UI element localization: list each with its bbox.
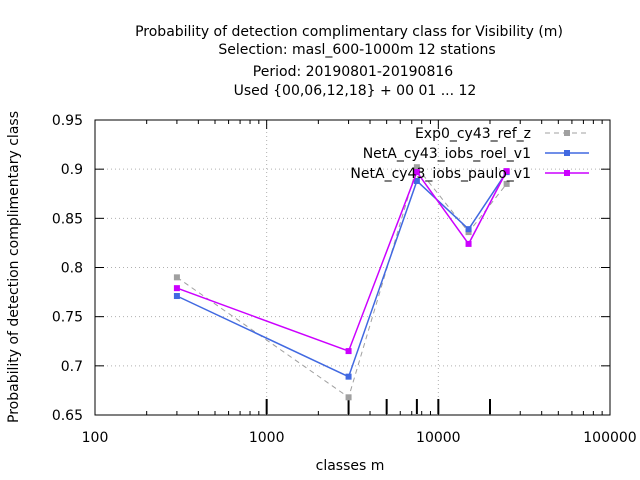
plot-frame (94, 119, 611, 416)
chart-title-line-4: Used {00,06,12,18} + 00 01 ... 12 (234, 83, 477, 99)
y-tick-label: 0.7 (61, 359, 83, 375)
data-point (465, 226, 472, 233)
y-tick-label: 0.95 (52, 113, 83, 129)
data-point (345, 394, 352, 401)
data-point (413, 169, 420, 176)
x-axis-label: classes m (316, 458, 385, 474)
legend-swatch-marker (564, 170, 570, 176)
legend-swatch-marker (564, 130, 570, 136)
data-point (503, 168, 510, 175)
x-tick-label: 100 (82, 430, 109, 446)
y-axis-label: Probability of detection complimentary c… (6, 111, 22, 423)
y-tick-label: 0.65 (52, 408, 83, 424)
y-tick-label: 0.85 (52, 211, 83, 227)
x-tick-label: 1000 (249, 430, 285, 446)
y-tick-label: 0.75 (52, 310, 83, 326)
data-point (173, 274, 180, 281)
series-layer (173, 164, 510, 401)
data-point (413, 164, 420, 171)
y-axis-ticks: 0.65 0.7 0.75 0.8 0.85 0.9 0.95 (52, 113, 610, 424)
data-point (465, 240, 472, 247)
series-line (176, 171, 508, 378)
x-axis-ticks: 100 1000 10000 100000 (82, 120, 637, 446)
x-tick-label: 10000 (416, 430, 461, 446)
series-line (176, 166, 507, 399)
y-tick-label: 0.9 (61, 162, 83, 178)
legend-label: NetA_cy43_iobs_paulo_v1 (350, 166, 531, 182)
data-point (173, 285, 180, 292)
chart-title-line-1: Probability of detection complimentary c… (135, 24, 563, 40)
legend: Exp0_cy43_ref_z NetA_cy43_iobs_roel_v1 Net… (350, 126, 589, 182)
legend-label: Exp0_cy43_ref_z (415, 126, 531, 142)
x-tick-label: 100000 (583, 430, 636, 446)
legend-label: NetA_cy43_iobs_roel_v1 (363, 146, 531, 162)
series-3 (173, 168, 510, 355)
data-point (345, 348, 352, 355)
chart-title-block: Probability of detection complimentary c… (135, 24, 563, 99)
series-line (176, 170, 508, 353)
legend-swatch-marker (564, 150, 570, 156)
chart-title-line-3: Period: 20190801-20190816 (253, 64, 453, 80)
series-1 (173, 164, 510, 401)
grid (95, 120, 610, 415)
chart-title-line-2: Selection: masl_600-1000m 12 stations (218, 42, 495, 58)
y-tick-label: 0.8 (61, 261, 83, 277)
data-point (173, 293, 180, 300)
data-point (413, 177, 420, 184)
data-point (345, 373, 352, 380)
data-point (503, 180, 510, 187)
class-markers (265, 399, 492, 414)
